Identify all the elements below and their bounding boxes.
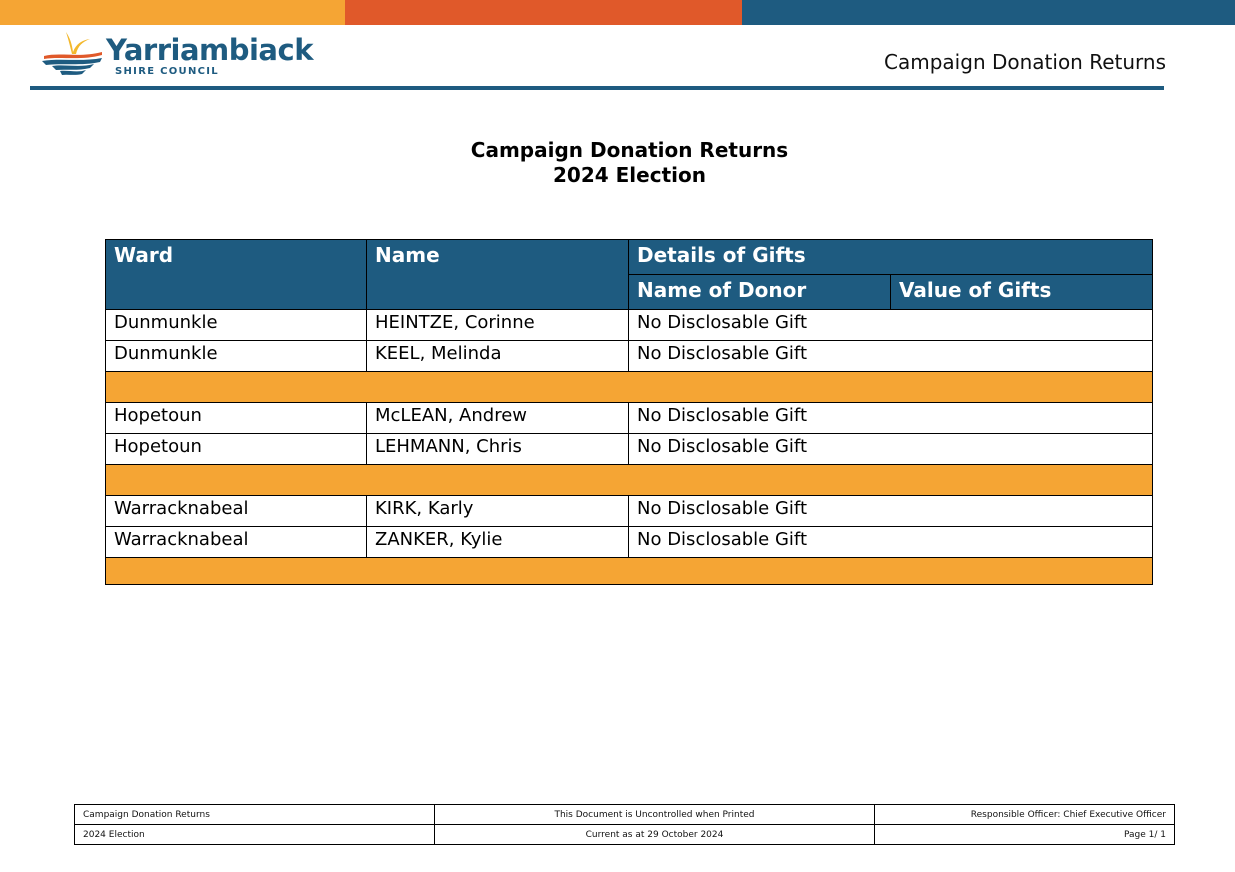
cell-ward: Dunmunkle <box>105 309 367 341</box>
header-color-band <box>0 0 1235 25</box>
cell-ward: Warracknabeal <box>105 495 367 527</box>
ward-separator-row <box>105 371 1153 403</box>
document-title-line2: 2024 Election <box>553 163 706 187</box>
header-ward: Ward <box>105 239 367 310</box>
cell-gift: No Disclosable Gift <box>628 340 1153 372</box>
cell-name: ZANKER, Kylie <box>366 526 629 558</box>
table-row: Hopetoun LEHMANN, Chris No Disclosable G… <box>105 433 1153 465</box>
document-title-line1: Campaign Donation Returns <box>470 138 789 162</box>
footer-uncontrolled-notice: This Document is Uncontrolled when Print… <box>434 804 875 825</box>
header-name-of-donor: Name of Donor <box>628 274 891 310</box>
footer-responsible-officer: Responsible Officer: Chief Executive Off… <box>874 804 1175 825</box>
cell-name: McLEAN, Andrew <box>366 402 629 434</box>
ward-separator-row <box>105 464 1153 496</box>
table-row: Hopetoun McLEAN, Andrew No Disclosable G… <box>105 402 1153 434</box>
cell-gift: No Disclosable Gift <box>628 495 1153 527</box>
table-row: Warracknabeal KIRK, Karly No Disclosable… <box>105 495 1153 527</box>
council-logo: Yarriambiack SHIRE COUNCIL <box>40 28 340 80</box>
document-title: Campaign Donation Returns 2024 Election <box>0 138 1235 188</box>
ward-separator-row <box>105 557 1153 585</box>
cell-name: LEHMANN, Chris <box>366 433 629 465</box>
table-row: Warracknabeal ZANKER, Kylie No Disclosab… <box>105 526 1153 558</box>
table-row: Dunmunkle KEEL, Melinda No Disclosable G… <box>105 340 1153 372</box>
cell-gift: No Disclosable Gift <box>628 433 1153 465</box>
cell-ward: Dunmunkle <box>105 340 367 372</box>
band-blue <box>742 0 1235 25</box>
table-row: Dunmunkle HEINTZE, Corinne No Disclosabl… <box>105 309 1153 341</box>
document-footer: Campaign Donation Returns This Document … <box>74 804 1175 845</box>
cell-name: KIRK, Karly <box>366 495 629 527</box>
band-red <box>345 0 742 25</box>
cell-gift: No Disclosable Gift <box>628 526 1153 558</box>
logo-subtitle: SHIRE COUNCIL <box>115 66 219 77</box>
cell-name: KEEL, Melinda <box>366 340 629 372</box>
footer-current-date: Current as at 29 October 2024 <box>434 824 875 845</box>
cell-ward: Hopetoun <box>105 433 367 465</box>
band-orange <box>0 0 345 25</box>
cell-ward: Hopetoun <box>105 402 367 434</box>
cell-name: HEINTZE, Corinne <box>366 309 629 341</box>
header-details-of-gifts: Details of Gifts <box>628 239 1153 275</box>
header-value-of-gifts: Value of Gifts <box>890 274 1153 310</box>
logo-wheat-water-icon <box>42 32 102 75</box>
header-title: Campaign Donation Returns <box>884 50 1166 74</box>
donation-returns-table: Ward Name Details of Gifts Name of Donor… <box>105 239 1153 585</box>
header-divider <box>30 86 1164 90</box>
cell-gift: No Disclosable Gift <box>628 309 1153 341</box>
cell-ward: Warracknabeal <box>105 526 367 558</box>
cell-gift: No Disclosable Gift <box>628 402 1153 434</box>
logo-name: Yarriambiack <box>106 33 313 67</box>
footer-document-name: Campaign Donation Returns <box>74 804 435 825</box>
footer-election: 2024 Election <box>74 824 435 845</box>
footer-page-number: Page 1/ 1 <box>874 824 1175 845</box>
header-name: Name <box>366 239 629 310</box>
